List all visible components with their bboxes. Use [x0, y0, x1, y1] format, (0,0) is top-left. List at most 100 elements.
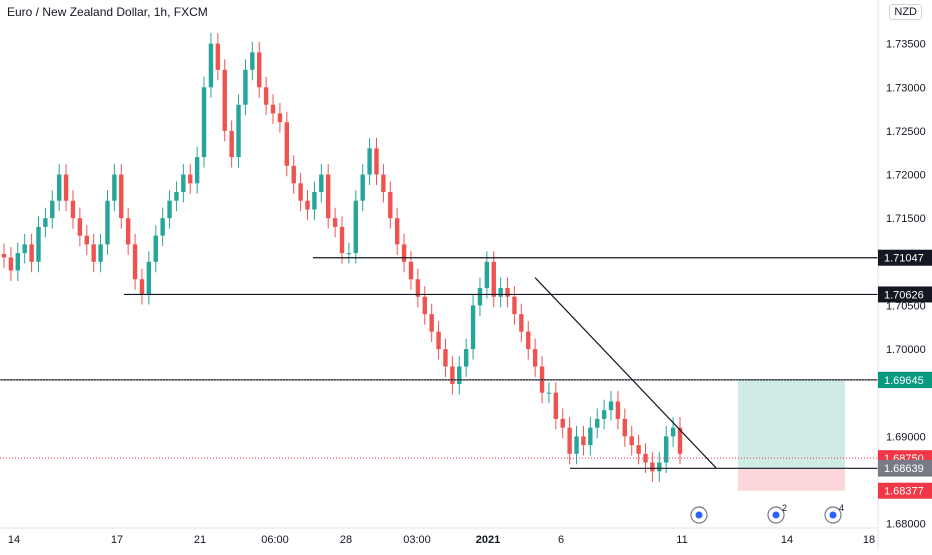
candle-body [670, 427, 676, 437]
event-icon-dot [772, 511, 780, 519]
position-target-zone [738, 379, 845, 469]
candle-body [512, 296, 517, 315]
candle-body [560, 418, 565, 428]
y-tick-label: 1.68000 [886, 519, 926, 531]
x-tick-label: 2021 [476, 534, 500, 546]
x-tick-label: 14 [8, 534, 20, 546]
candle-body [153, 235, 158, 262]
candle-body [160, 218, 165, 236]
candle-body [270, 104, 276, 114]
candles [1, 33, 683, 482]
candle-body [174, 192, 179, 201]
drawings [0, 257, 878, 491]
candle-body [581, 436, 586, 446]
candle-body [491, 261, 496, 297]
currency-label[interactable]: NZD [889, 4, 922, 20]
chart-title: Euro / New Zealand Dollar, 1h, FXCM [7, 5, 208, 19]
candle-body [257, 52, 262, 88]
candle-body [567, 427, 572, 454]
level-badge-bg [878, 249, 932, 266]
event-icon-dot [695, 511, 703, 519]
candle-body [526, 331, 531, 350]
candle-body [408, 261, 414, 280]
candle-body [167, 200, 172, 219]
candle-body [208, 43, 214, 88]
candle-body [194, 157, 200, 184]
candle-body [381, 174, 386, 192]
candle-body [664, 436, 669, 463]
candle-body [650, 462, 655, 472]
candle-body [574, 436, 579, 454]
x-tick-label: 17 [111, 534, 123, 546]
candle-body [595, 418, 600, 428]
candle-body [677, 427, 683, 454]
candle-body [443, 349, 448, 367]
candle-body [112, 174, 117, 201]
candle-body [636, 445, 641, 454]
candle-body [601, 410, 607, 419]
candle-body [229, 130, 234, 158]
event-count: 2 [782, 503, 787, 513]
price-badge-label: 1.68639 [884, 463, 924, 475]
y-tick-label: 1.72500 [886, 126, 926, 138]
candle-body [353, 200, 358, 254]
candle-body [1, 253, 7, 258]
candle-body [236, 104, 241, 158]
candle-body [367, 148, 372, 175]
candle-body [263, 87, 269, 105]
x-tick-label: 21 [194, 534, 206, 546]
price-badge-label: 1.68377 [884, 486, 924, 498]
level-badge-label: 1.71047 [884, 253, 924, 265]
candle-body [243, 69, 248, 105]
candle-body [477, 288, 483, 306]
level-badge-bg [878, 286, 932, 303]
candle-body [463, 349, 469, 367]
candle-body [36, 226, 41, 262]
candle-body [29, 244, 34, 262]
price-badge-bg [878, 372, 932, 389]
candle-body [429, 314, 434, 332]
candle-body [415, 279, 421, 297]
candle-body [608, 401, 614, 411]
candle-body [546, 392, 552, 394]
candle-body [498, 288, 503, 297]
candle-body [326, 174, 331, 219]
candle-body [56, 174, 62, 201]
candle-body [291, 165, 296, 184]
candle-body [519, 314, 524, 332]
trendline [534, 277, 717, 469]
candle-body [360, 174, 365, 201]
price-badge-label: 1.69645 [884, 375, 924, 387]
candle-body [532, 349, 538, 367]
candle-body [215, 43, 221, 70]
y-tick-label: 1.73500 [886, 39, 926, 51]
level-badge-label: 1.70626 [884, 289, 924, 301]
candle-body [50, 200, 55, 219]
candle-body [422, 296, 427, 315]
candle-body [339, 226, 345, 254]
candle-body [119, 174, 124, 219]
candle-body [470, 305, 476, 350]
candle-body [63, 174, 69, 201]
candle-body [615, 401, 621, 419]
y-tick-label: 1.73000 [886, 82, 926, 94]
event-count: 4 [839, 503, 844, 513]
candle-body [284, 122, 290, 166]
candle-body [312, 192, 317, 210]
candle-body [450, 366, 455, 384]
candle-body [622, 418, 628, 437]
candle-body [588, 427, 593, 446]
y-tick-label: 1.72000 [886, 170, 926, 182]
candle-body [77, 218, 83, 236]
event-icon-dot [829, 511, 837, 519]
x-tick-label: 03:00 [403, 534, 431, 546]
candle-body [332, 218, 338, 227]
candle-body [15, 253, 20, 271]
candle-body [401, 244, 407, 262]
x-tick-label: 11 [676, 534, 687, 546]
price-badge-bg [878, 459, 932, 476]
candle-body [374, 148, 379, 175]
y-tick-label: 1.71500 [886, 213, 926, 225]
